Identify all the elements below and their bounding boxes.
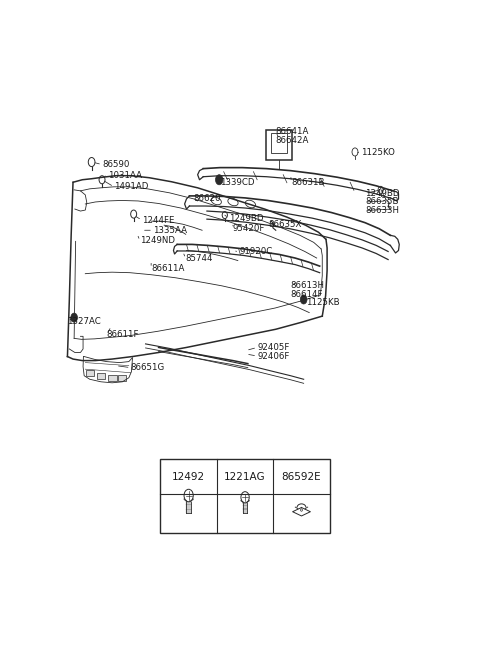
Bar: [86, 370, 94, 377]
Bar: [160, 459, 330, 533]
Circle shape: [300, 295, 307, 304]
Bar: [266, 131, 292, 159]
Text: 86635X: 86635X: [268, 220, 302, 229]
Bar: [118, 375, 126, 381]
Text: 1249ND: 1249ND: [140, 236, 175, 245]
Text: 86611F: 86611F: [107, 331, 139, 339]
Text: 12492: 12492: [172, 472, 205, 482]
Text: 86611A: 86611A: [151, 264, 184, 273]
Text: 86641A: 86641A: [276, 127, 309, 136]
Text: 86620: 86620: [193, 194, 221, 203]
Text: 92406F: 92406F: [257, 352, 289, 361]
Text: 1339CD: 1339CD: [220, 178, 254, 187]
Bar: [271, 133, 288, 154]
Text: 86633H: 86633H: [365, 206, 399, 215]
Text: 95420F: 95420F: [233, 224, 265, 234]
Circle shape: [216, 174, 223, 185]
Text: 86592E: 86592E: [282, 472, 321, 482]
Text: 91920C: 91920C: [240, 247, 273, 256]
Text: 86642A: 86642A: [276, 136, 309, 146]
Text: 86631B: 86631B: [291, 178, 325, 187]
Bar: [108, 375, 117, 381]
Text: 1244FE: 1244FE: [142, 216, 174, 224]
Bar: [97, 373, 106, 379]
Text: 1125KB: 1125KB: [305, 298, 339, 308]
Text: 1335AA: 1335AA: [153, 226, 187, 235]
Text: 1031AA: 1031AA: [108, 171, 143, 180]
Text: 92405F: 92405F: [257, 343, 289, 352]
Text: 86590: 86590: [103, 160, 130, 169]
Text: 1125KO: 1125KO: [361, 148, 395, 157]
Text: 1221AG: 1221AG: [224, 472, 266, 482]
Text: 1249BD: 1249BD: [365, 189, 399, 198]
Circle shape: [71, 313, 77, 322]
Text: 86613H: 86613H: [290, 281, 324, 291]
Text: 86651G: 86651G: [131, 363, 165, 372]
Text: 1327AC: 1327AC: [67, 317, 101, 325]
Text: 86635B: 86635B: [365, 197, 398, 207]
Text: 86614F: 86614F: [290, 290, 323, 299]
Text: 1249BD: 1249BD: [228, 214, 263, 222]
Text: 1491AD: 1491AD: [114, 182, 148, 192]
Text: 85744: 85744: [186, 254, 213, 263]
